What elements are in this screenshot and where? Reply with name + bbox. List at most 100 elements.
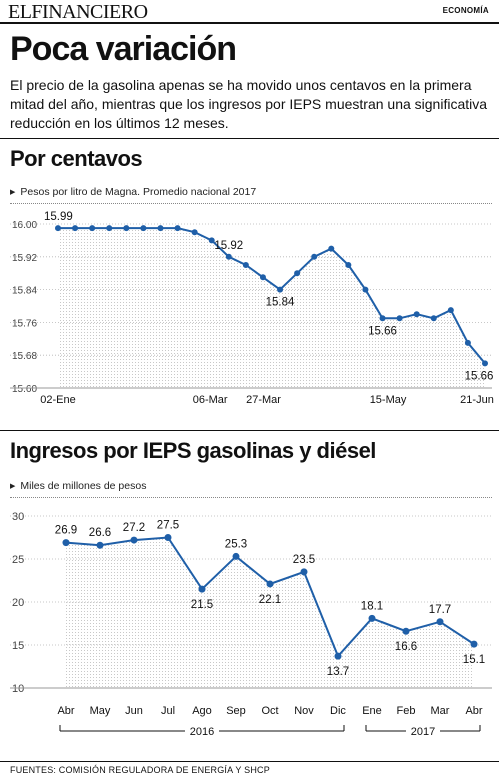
data-point: [242, 262, 249, 268]
x-tick-label: Abr: [57, 705, 74, 717]
divider: [0, 138, 499, 139]
data-point: [482, 360, 488, 367]
data-label: 15.1: [463, 654, 485, 666]
data-point: [225, 253, 232, 260]
page-title: Poca variación: [10, 30, 237, 68]
data-label: 15.66: [368, 325, 397, 337]
y-tick-label: 15.60: [12, 384, 37, 395]
footer: FUENTES: COMISIÓN REGULADORA DE ENERGÍA …: [0, 763, 499, 777]
y-tick-label: 10: [12, 683, 24, 695]
data-label: 15.66: [465, 370, 494, 382]
y-tick-label: 15: [12, 640, 24, 652]
data-point: [294, 270, 301, 277]
data-label: 25.3: [225, 538, 247, 550]
x-tick-label: Ago: [192, 705, 212, 717]
data-point: [140, 225, 147, 232]
x-tick-label: Dic: [330, 705, 346, 717]
chart2-title: Ingresos por IEPS gasolinas y diésel: [10, 438, 376, 463]
divider: [0, 430, 499, 431]
y-tick-label: 15.68: [12, 351, 37, 362]
data-point: [362, 286, 369, 293]
logo: ELFINANCIERO: [8, 1, 148, 23]
data-point: [208, 237, 215, 244]
footer-rule: [0, 761, 499, 762]
data-point: [447, 307, 454, 314]
source-note: FUENTES: COMISIÓN REGULADORA DE ENERGÍA …: [10, 765, 270, 775]
x-tick-label: May: [90, 705, 111, 717]
data-label: 17.7: [429, 604, 451, 616]
data-label: 26.9: [55, 525, 77, 537]
x-tick-label: 06-Mar: [193, 394, 228, 406]
masthead-rule: [0, 22, 499, 24]
data-label: 15.92: [214, 240, 243, 252]
x-tick-label: Jun: [125, 705, 143, 717]
chart2-subtitle-rule: [10, 497, 492, 498]
data-point: [413, 311, 420, 318]
chart1-svg: 16.00 15.92 15.84 15.76 15.68 15.60 15.99 15.92…: [10, 211, 494, 406]
x-tick-label: Mar: [431, 705, 450, 717]
y-tick-label: 16.00: [12, 220, 37, 231]
data-point: [328, 245, 335, 252]
data-point: [123, 225, 130, 232]
data-label: 13.7: [327, 666, 349, 678]
chart2-subtitle-text: Miles de millones de pesos: [20, 480, 147, 492]
chart1-title: Por centavos: [10, 146, 143, 171]
data-point: [436, 618, 444, 626]
data-point: [396, 315, 403, 322]
data-point: [232, 552, 240, 560]
data-point: [464, 339, 471, 346]
area-fill: [66, 537, 474, 688]
y-tick-label: 15.84: [12, 286, 37, 297]
y-tick-label: 25: [12, 554, 24, 566]
x-tick-label: 15-May: [370, 394, 407, 406]
data-point: [157, 225, 164, 232]
data-label: 27.5: [157, 520, 179, 532]
chart2-subtitle: ▶ Miles de millones de pesos: [10, 480, 147, 492]
data-point: [72, 225, 79, 232]
data-point: [164, 534, 172, 541]
data-point: [96, 541, 104, 549]
y-tick-label: 20: [12, 597, 24, 609]
chart1-subtitle-rule: [10, 203, 492, 204]
chart1-subtitle-text: Pesos por litro de Magna. Promedio nacio…: [20, 186, 257, 198]
x-tick-label: Ene: [362, 705, 382, 717]
x-tick-label: Jul: [161, 705, 175, 717]
x-tick-label: 21-Jun: [460, 394, 494, 406]
y-tick-label: 15.92: [12, 253, 37, 264]
data-point: [402, 627, 410, 635]
y-tick-label: 30: [12, 511, 24, 523]
data-point: [345, 262, 352, 268]
x-tick-label: 27-Mar: [246, 394, 281, 406]
data-point: [379, 315, 386, 322]
chart1-subtitle: ▶ Pesos por litro de Magna. Promedio naci…: [10, 186, 257, 198]
y-tick-label: 15.76: [12, 318, 37, 329]
data-point: [266, 580, 274, 588]
data-label: 16.6: [395, 641, 417, 653]
data-point: [106, 225, 113, 232]
x-tick-label: Abr: [465, 705, 482, 717]
data-point: [277, 286, 284, 293]
section-tag: ECONOMÍA: [442, 6, 489, 15]
data-point: [259, 274, 266, 281]
data-point: [191, 229, 198, 236]
data-label: 27.2: [123, 522, 145, 534]
chart2: 30 25 20 15 10 26.9 26.6 27.2 27.5 21.5 25.3 22.1 23…: [0, 500, 499, 758]
data-point: [300, 568, 308, 576]
data-label: 26.6: [89, 527, 111, 539]
data-point: [130, 536, 138, 544]
masthead: ELFINANCIERO ECONOMÍA: [0, 0, 499, 23]
data-point: [334, 652, 342, 660]
data-point: [368, 614, 376, 622]
x-tick-label: Nov: [294, 705, 314, 717]
x-tick-label: Sep: [226, 705, 246, 717]
data-label: 18.1: [361, 600, 383, 612]
chart2-svg: 30 25 20 15 10 26.9 26.6 27.2 27.5 21.5 25.3 22.1 23…: [10, 511, 492, 738]
chart1: 16.00 15.92 15.84 15.76 15.68 15.60 15.99 15.92…: [0, 206, 499, 428]
x-tick-label: 02-Ene: [40, 394, 75, 406]
year-label: 2017: [411, 726, 435, 738]
data-label: 15.99: [44, 211, 73, 223]
x-tick-label: Oct: [261, 705, 278, 717]
data-point: [174, 225, 181, 232]
x-tick-label: Feb: [397, 705, 416, 717]
data-label: 15.84: [266, 297, 295, 309]
